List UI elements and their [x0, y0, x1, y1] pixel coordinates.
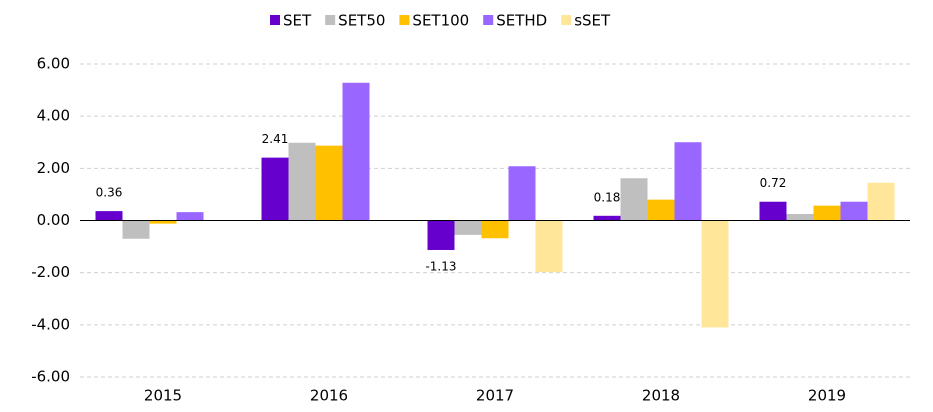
legend-swatch [325, 15, 336, 25]
y-tick-label: -6.00 [31, 368, 70, 386]
bar [427, 220, 455, 250]
legend-swatch [561, 15, 572, 25]
bar [122, 220, 150, 239]
x-tick-label: 2015 [144, 387, 182, 405]
bar [149, 220, 177, 224]
bar [840, 201, 868, 221]
bar [261, 157, 289, 221]
bar [481, 220, 509, 239]
legend-label: SET50 [338, 12, 385, 30]
bar [759, 201, 787, 221]
legend-swatch [399, 15, 410, 25]
bar [867, 182, 895, 221]
bar [315, 145, 343, 221]
bar [813, 205, 841, 221]
legend-label: SET [283, 12, 312, 30]
x-tick-label: 2017 [476, 387, 514, 405]
bar [176, 212, 204, 221]
bar [674, 142, 702, 221]
bar [288, 142, 316, 221]
y-tick-label: 6.00 [37, 55, 70, 73]
legend-label: sSET [574, 12, 611, 30]
bar [647, 199, 675, 221]
y-tick-label: -2.00 [31, 263, 70, 281]
x-tick-label: 2016 [310, 387, 348, 405]
x-tick-label: 2018 [642, 387, 680, 405]
legend-label: SETHD [496, 12, 547, 30]
legend-swatch [483, 15, 494, 25]
bar [508, 166, 536, 221]
data-label: 0.18 [594, 190, 621, 204]
bar [342, 82, 370, 221]
bar [95, 211, 123, 221]
bar [620, 178, 648, 221]
bar [593, 215, 621, 221]
bar [454, 220, 482, 235]
y-tick-label: 0.00 [37, 211, 70, 229]
y-tick-label: 2.00 [37, 159, 70, 177]
bar [701, 220, 729, 328]
bar [786, 213, 814, 221]
data-label: -1.13 [425, 259, 456, 273]
bar [535, 220, 563, 273]
data-label: 0.72 [760, 176, 787, 190]
data-label: 2.41 [262, 132, 289, 146]
legend-swatch [270, 15, 280, 25]
x-tick-label: 2019 [808, 387, 846, 405]
data-label: 0.36 [96, 186, 123, 200]
y-tick-label: -4.00 [31, 315, 70, 333]
y-tick-label: 4.00 [37, 107, 70, 125]
legend-label: SET100 [412, 12, 469, 30]
